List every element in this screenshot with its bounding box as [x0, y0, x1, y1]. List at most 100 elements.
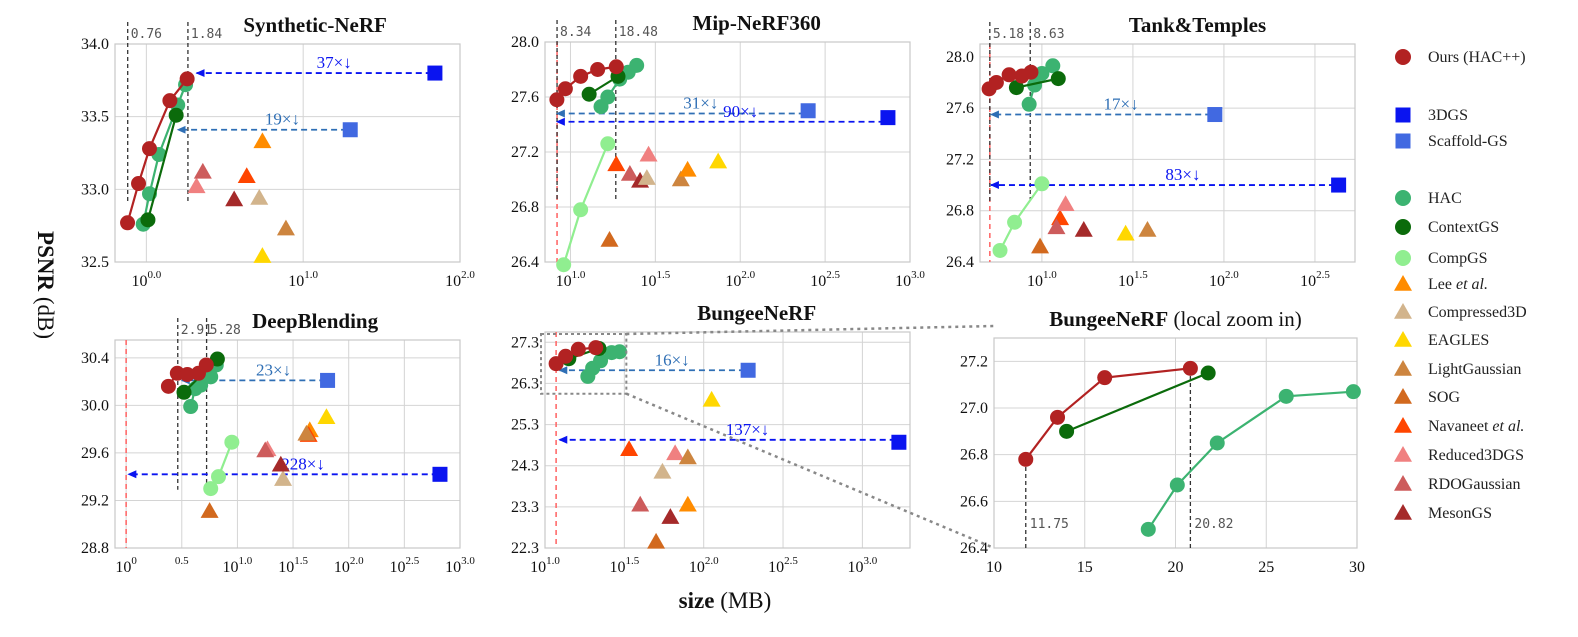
plot-frame [114, 43, 461, 263]
data-point-eagles [702, 390, 721, 407]
data-point-rdogaussian [256, 441, 275, 458]
legend-item-3dgs: 3DGS [1395, 107, 1468, 124]
y-axis-label: PSNR (dB) [33, 231, 58, 339]
x-tick-label: 102.0 [689, 555, 719, 576]
x-tick-label: 103.0 [895, 269, 925, 290]
size-marker-label: 18.48 [619, 25, 658, 40]
x-tick-label: 100 [115, 555, 137, 576]
size-marker-label: 2.91 [181, 323, 212, 338]
x-tick-label: 30 [1349, 559, 1365, 576]
data-point-contextgs [176, 384, 192, 400]
data-point-navaneet-et-al [607, 155, 626, 172]
plot-frame [544, 41, 911, 263]
data-point-reduced3dgs [639, 145, 658, 162]
data-point-3dgs [432, 466, 448, 482]
size-marker-label: 1.84 [191, 27, 222, 42]
data-point-contextgs [1200, 365, 1216, 381]
y-tick-label: 26.6 [960, 493, 988, 510]
x-tick-label: 103.0 [848, 555, 878, 576]
data-point-scaffold-gs [342, 122, 358, 138]
chart-title: Tank&Temples [1129, 13, 1266, 37]
data-point-ours-hac [988, 74, 1004, 90]
data-point-mesongs [1074, 220, 1093, 237]
data-point-lee-et-al [678, 160, 697, 177]
x-tick-label: 102.0 [334, 555, 364, 576]
y-tick-label: 27.2 [960, 353, 988, 370]
x-tick-label: 101.0 [556, 269, 586, 290]
data-point-ours-hac [608, 59, 624, 75]
data-point-navaneet-et-al [237, 167, 256, 184]
data-point-lightgaussian [297, 424, 316, 441]
data-point-ours-hac [179, 71, 195, 87]
legend-item-ours-hac: Ours (HAC++) [1395, 49, 1526, 66]
data-point-compgs [1034, 176, 1050, 192]
legend-label: SOG [1428, 389, 1460, 406]
panel-bungeenerf-zoom: 26.4 26.6 26.8 27.0 27.2 10 15 20 25 30 BungeeNeRF… [960, 307, 1365, 576]
legend-marker [1395, 49, 1411, 65]
legend-item-eagles: EAGLES [1394, 331, 1489, 349]
x-tick-label: 101.0 [223, 555, 253, 576]
data-point-ours-hac [120, 215, 136, 231]
y-tick-label: 27.0 [960, 400, 988, 417]
x-tick-label: 102.5 [768, 555, 798, 576]
zoom-connector-top [626, 324, 995, 336]
x-tick-label: 101.5 [278, 555, 308, 576]
data-point-eagles [709, 152, 728, 169]
data-point-mesongs [271, 455, 290, 472]
legend-label: CompGS [1428, 250, 1488, 267]
y-tick-label: 27.2 [946, 151, 974, 168]
legend: Ours (HAC++) 3DGS Scaffold-GS HAC ContextGS C… [1394, 49, 1527, 522]
x-tick-label: 102.5 [810, 269, 840, 290]
size-marker-label: 8.63 [1033, 27, 1064, 42]
legend-marker [1394, 331, 1412, 347]
data-point-sog [600, 231, 619, 247]
legend-label: Reduced3DGS [1428, 447, 1524, 464]
zoom-box [540, 333, 628, 395]
data-point-reduced3dgs [187, 177, 206, 194]
reduction-label: 83×↓ [1165, 165, 1200, 184]
y-tick-label: 27.6 [511, 89, 539, 106]
size-marker-label: 20.82 [1194, 517, 1233, 532]
data-point-ours-hac [198, 357, 214, 373]
plot-frame [979, 43, 1356, 263]
data-point-mesongs [661, 508, 680, 524]
legend-label: MesonGS [1428, 505, 1492, 522]
reduction-label: 90×↓ [723, 102, 758, 121]
data-point-compressed3d [637, 169, 656, 185]
data-point-hac [1209, 435, 1225, 451]
data-point-scaffold-gs [320, 372, 336, 388]
data-point-contextgs [140, 212, 156, 228]
panel-bungeenerf: 22.3 23.3 24.3 25.3 26.3 27.3 101.0 101.5 102.0 1… [511, 301, 911, 576]
y-tick-label: 30.0 [81, 397, 109, 414]
data-point-hac [1045, 58, 1061, 74]
x-tick-label: 102.0 [725, 269, 755, 290]
reduction-label: 23×↓ [256, 360, 291, 379]
data-point-eagles [253, 247, 272, 263]
legend-label: Navaneet et al. [1428, 418, 1524, 435]
legend-marker [1395, 219, 1411, 235]
data-point-ours-hac [570, 341, 586, 357]
legend-label: EAGLES [1428, 332, 1489, 349]
data-point-hac [203, 369, 219, 385]
y-tick-label: 27.3 [511, 334, 539, 351]
data-point-reduced3dgs [666, 444, 685, 461]
y-tick-label: 23.3 [511, 499, 539, 516]
y-axis-label-unit: (dB) [33, 291, 58, 339]
legend-item-compressed3d: Compressed3D [1394, 303, 1527, 321]
x-tick-label: 25 [1258, 559, 1274, 576]
data-point-compgs [211, 469, 226, 485]
x-tick-label: 15 [1077, 559, 1093, 576]
data-point-hac [1027, 77, 1043, 93]
data-point-sog [200, 502, 219, 518]
data-point-scaffold-gs [740, 362, 756, 378]
data-point-3dgs [891, 434, 907, 450]
size-marker-label: 5.18 [993, 27, 1024, 42]
data-point-compgs [224, 434, 240, 450]
data-point-compressed3d [274, 470, 293, 486]
y-tick-label: 29.6 [81, 445, 109, 462]
y-tick-label: 26.8 [960, 447, 988, 464]
data-point-ours-hac [557, 81, 573, 97]
y-tick-label: 27.6 [946, 100, 974, 117]
size-marker-label: 0.76 [131, 27, 162, 42]
series-line-ours-hac [1024, 367, 1191, 460]
